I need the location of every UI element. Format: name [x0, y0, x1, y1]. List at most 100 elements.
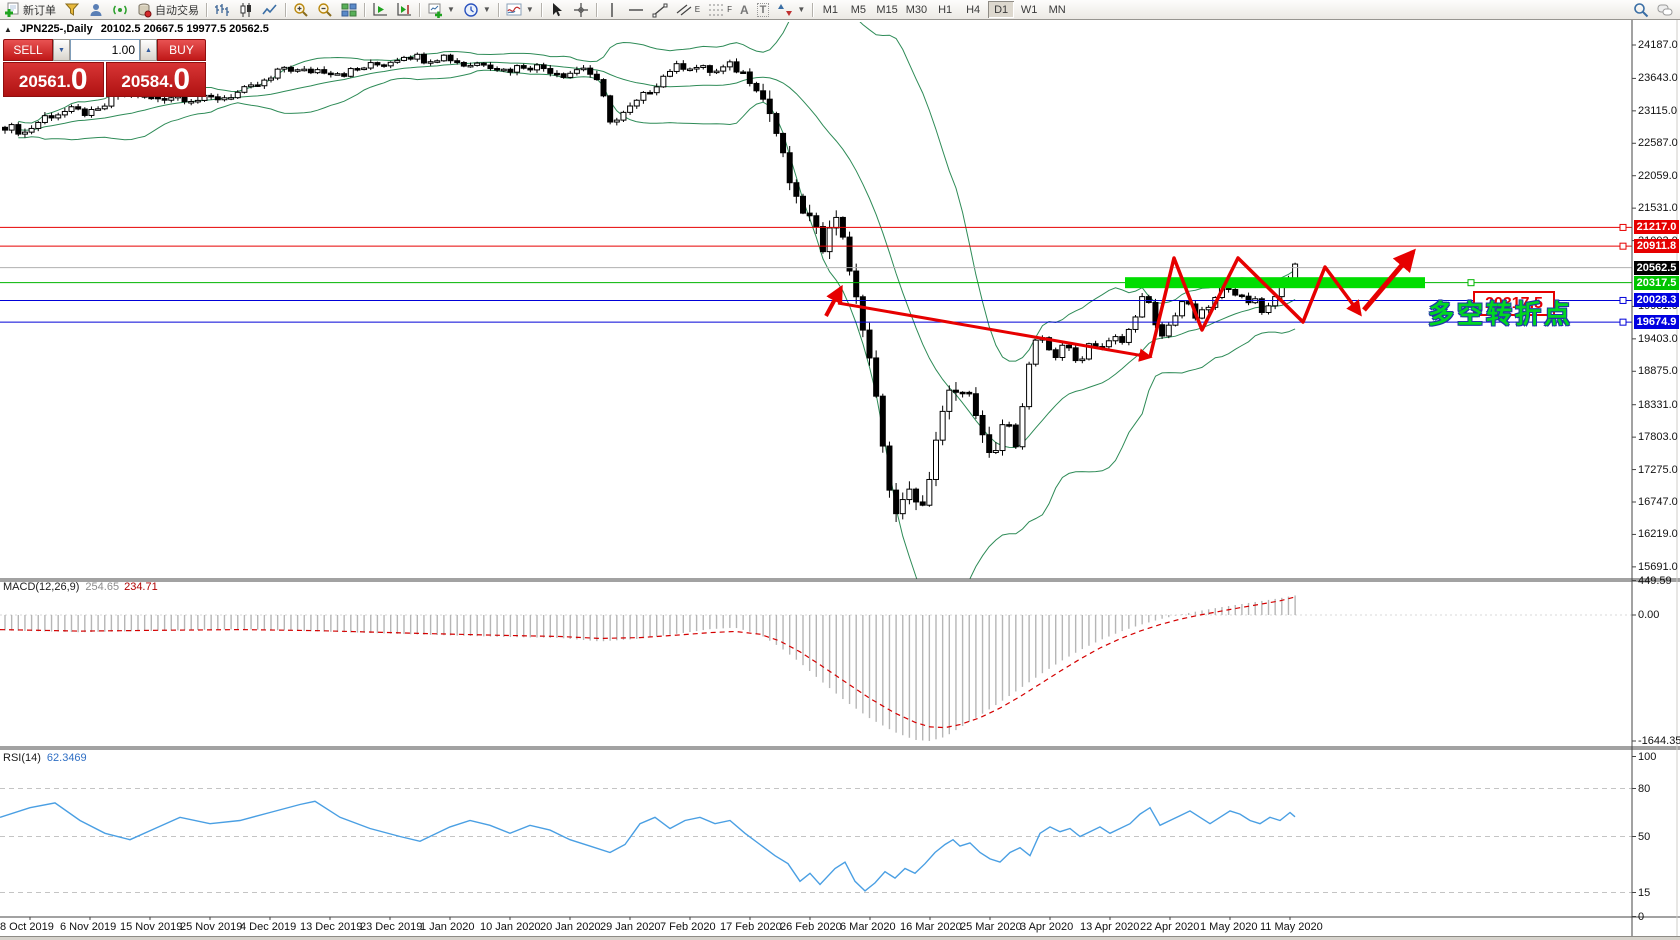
strategy-tester-button[interactable]	[109, 1, 131, 18]
line-handle[interactable]	[1619, 223, 1627, 231]
zigzag-annotation[interactable]	[824, 248, 1416, 362]
timeframe-m30-button[interactable]: M30	[905, 3, 928, 16]
volume-decrease-button[interactable]: ▼	[53, 39, 70, 61]
timeframe-m15-button[interactable]: M15	[876, 3, 898, 16]
buy-button[interactable]: BUY	[157, 39, 206, 61]
auto-scroll-button[interactable]	[369, 1, 391, 18]
line-chart-icon	[262, 3, 277, 14]
new-order-button[interactable]: 新订单	[1, 1, 59, 18]
line-handle[interactable]	[1619, 242, 1627, 250]
macd-label: MACD(12,26,9) 254.65 234.71	[3, 581, 158, 593]
crosshair-tool-button[interactable]	[570, 1, 592, 18]
timeframe-m1-button[interactable]: M1	[822, 3, 838, 16]
buy-price-main: 20584	[121, 72, 169, 91]
zone-price-label[interactable]: 20317.5	[1473, 291, 1555, 316]
text-tool-button[interactable]: A	[737, 1, 752, 18]
fibonacci-tool-button[interactable]: F	[705, 1, 735, 18]
auto-trading-button[interactable]: 自动交易	[133, 1, 202, 18]
dropdown-caret-icon: ▼	[525, 5, 534, 14]
rsi-pane	[0, 788, 1632, 893]
label-tool-label: T	[756, 2, 770, 17]
auto-trading-label: 自动交易	[155, 4, 199, 17]
line-handle[interactable]	[1467, 279, 1475, 287]
trendline-tool-button[interactable]	[649, 1, 671, 18]
toolbar-separator	[364, 2, 365, 17]
arrows-tool-button[interactable]: ▼	[774, 1, 808, 18]
channel-icon	[676, 4, 692, 15]
toolbar-separator	[595, 2, 597, 17]
one-click-toggle[interactable]: ▲	[4, 24, 12, 34]
trendline-icon	[652, 3, 668, 17]
line-chart-mode-button[interactable]	[259, 1, 281, 18]
cursor-tool-button[interactable]	[546, 1, 568, 18]
fibonacci-icon	[709, 4, 724, 15]
timeframe-m5-button[interactable]: M5	[850, 3, 866, 16]
timeframe-h4-button[interactable]: H4	[966, 3, 981, 16]
line-handle[interactable]	[1619, 296, 1627, 304]
data-window-button[interactable]	[85, 1, 107, 18]
crosshair-icon	[573, 2, 588, 17]
ohlc-bars-icon	[215, 3, 229, 16]
horizontal-line-icon	[628, 8, 643, 11]
signal-icon	[113, 5, 127, 14]
funnel-icon	[64, 3, 80, 16]
new-chart-button[interactable]: ▼	[424, 1, 458, 18]
volume-input[interactable]	[70, 39, 140, 61]
sell-button[interactable]: SELL	[3, 39, 53, 61]
symbol-period-label: JPN225-,Daily	[19, 23, 93, 35]
timeframe-mn-button[interactable]: MN	[1048, 3, 1066, 16]
channel-tool-button[interactable]: E	[673, 1, 703, 18]
candlestick-mode-button[interactable]	[235, 1, 257, 18]
bollinger-lower-band	[18, 69, 1296, 579]
chart-window: ▲ JPN225-,Daily 20102.5 20667.5 19977.5 …	[0, 20, 1680, 937]
chart-canvas[interactable]	[0, 20, 1680, 937]
indicators-icon	[506, 3, 522, 15]
dropdown-caret-icon: ▼	[482, 5, 491, 14]
rsi-line	[0, 800, 1296, 892]
vertical-line-icon	[611, 2, 613, 17]
add-chart-icon	[428, 3, 442, 18]
toolbar-separator	[540, 2, 542, 17]
zigzag-segment	[1148, 256, 1362, 358]
chart-shift-icon	[397, 2, 411, 16]
sell-price[interactable]: 20561. 0	[3, 62, 104, 97]
text-label-tool-button[interactable]: T	[754, 1, 773, 18]
turning-point-annotation[interactable]: 多空转折点	[1428, 299, 1574, 329]
chat-button[interactable]	[1654, 1, 1676, 18]
support-zone-bar[interactable]	[1125, 277, 1425, 289]
sell-price-pip: 0	[70, 63, 88, 96]
chat-icon	[1657, 4, 1673, 15]
timeframe-h1-button[interactable]: H1	[938, 3, 953, 16]
tile-windows-button[interactable]	[338, 1, 360, 18]
level-lines	[0, 223, 1632, 326]
timeframe-w1-button[interactable]: W1	[1020, 3, 1038, 16]
periods-button[interactable]: ▼	[460, 1, 494, 18]
timeframe-d1-button[interactable]: D1	[988, 1, 1015, 18]
dropdown-caret-icon: ▼	[797, 5, 806, 14]
buy-price[interactable]: 20584. 0	[105, 62, 206, 97]
bar-chart-mode-button[interactable]	[211, 1, 233, 18]
indicators-button[interactable]: ▼	[503, 1, 537, 18]
new-order-icon	[5, 2, 19, 17]
search-button[interactable]	[1630, 1, 1652, 18]
bollinger-upper-band	[18, 22, 1296, 362]
market-watch-button[interactable]	[61, 1, 83, 18]
zoom-in-button[interactable]	[290, 1, 312, 18]
horizontal-line-tool-button[interactable]	[625, 1, 647, 18]
toolbar-separator	[206, 2, 207, 17]
volume-increase-button[interactable]: ▲	[140, 39, 157, 61]
zoom-out-button[interactable]	[314, 1, 336, 18]
line-handle[interactable]	[1619, 318, 1627, 326]
profile-icon	[90, 3, 102, 16]
candlestick-icon	[240, 2, 251, 17]
dropdown-caret-icon: ▼	[447, 5, 455, 14]
vertical-line-tool-button[interactable]	[601, 1, 623, 18]
indicator-panes	[0, 595, 1632, 893]
one-click-trading-panel: SELL ▼ ▲ BUY 20561.0 20584.0	[3, 39, 206, 97]
rsi-label: RSI(14) 62.3469	[3, 752, 87, 764]
chart-shift-button[interactable]	[393, 1, 415, 18]
toolbar-separator	[285, 2, 286, 17]
main-toolbar: 新订单 自动交易	[0, 0, 1680, 20]
clock-icon	[464, 2, 478, 17]
zigzag-segment	[1362, 248, 1416, 312]
